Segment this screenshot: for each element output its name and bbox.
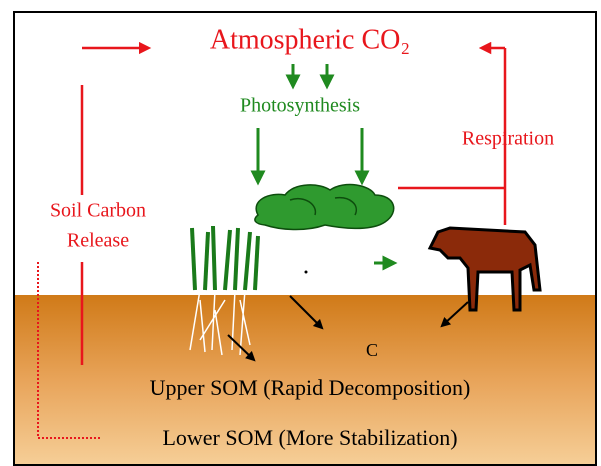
respiration-label: Respiration (462, 128, 554, 150)
title: Atmospheric CO₂ (210, 24, 410, 55)
lower-som-label: Lower SOM (More Stabilization) (162, 425, 457, 450)
upper-som-label: Upper SOM (Rapid Decomposition) (150, 375, 471, 400)
soil-release-label: Release (67, 230, 129, 252)
dot (305, 271, 308, 274)
carbon-label: C (366, 340, 378, 360)
diagram: Atmospheric CO₂ Photosynthesis Respirati… (0, 0, 601, 466)
soil-release-label: Soil Carbon (50, 200, 146, 222)
photosynthesis-label: Photosynthesis (240, 95, 360, 117)
